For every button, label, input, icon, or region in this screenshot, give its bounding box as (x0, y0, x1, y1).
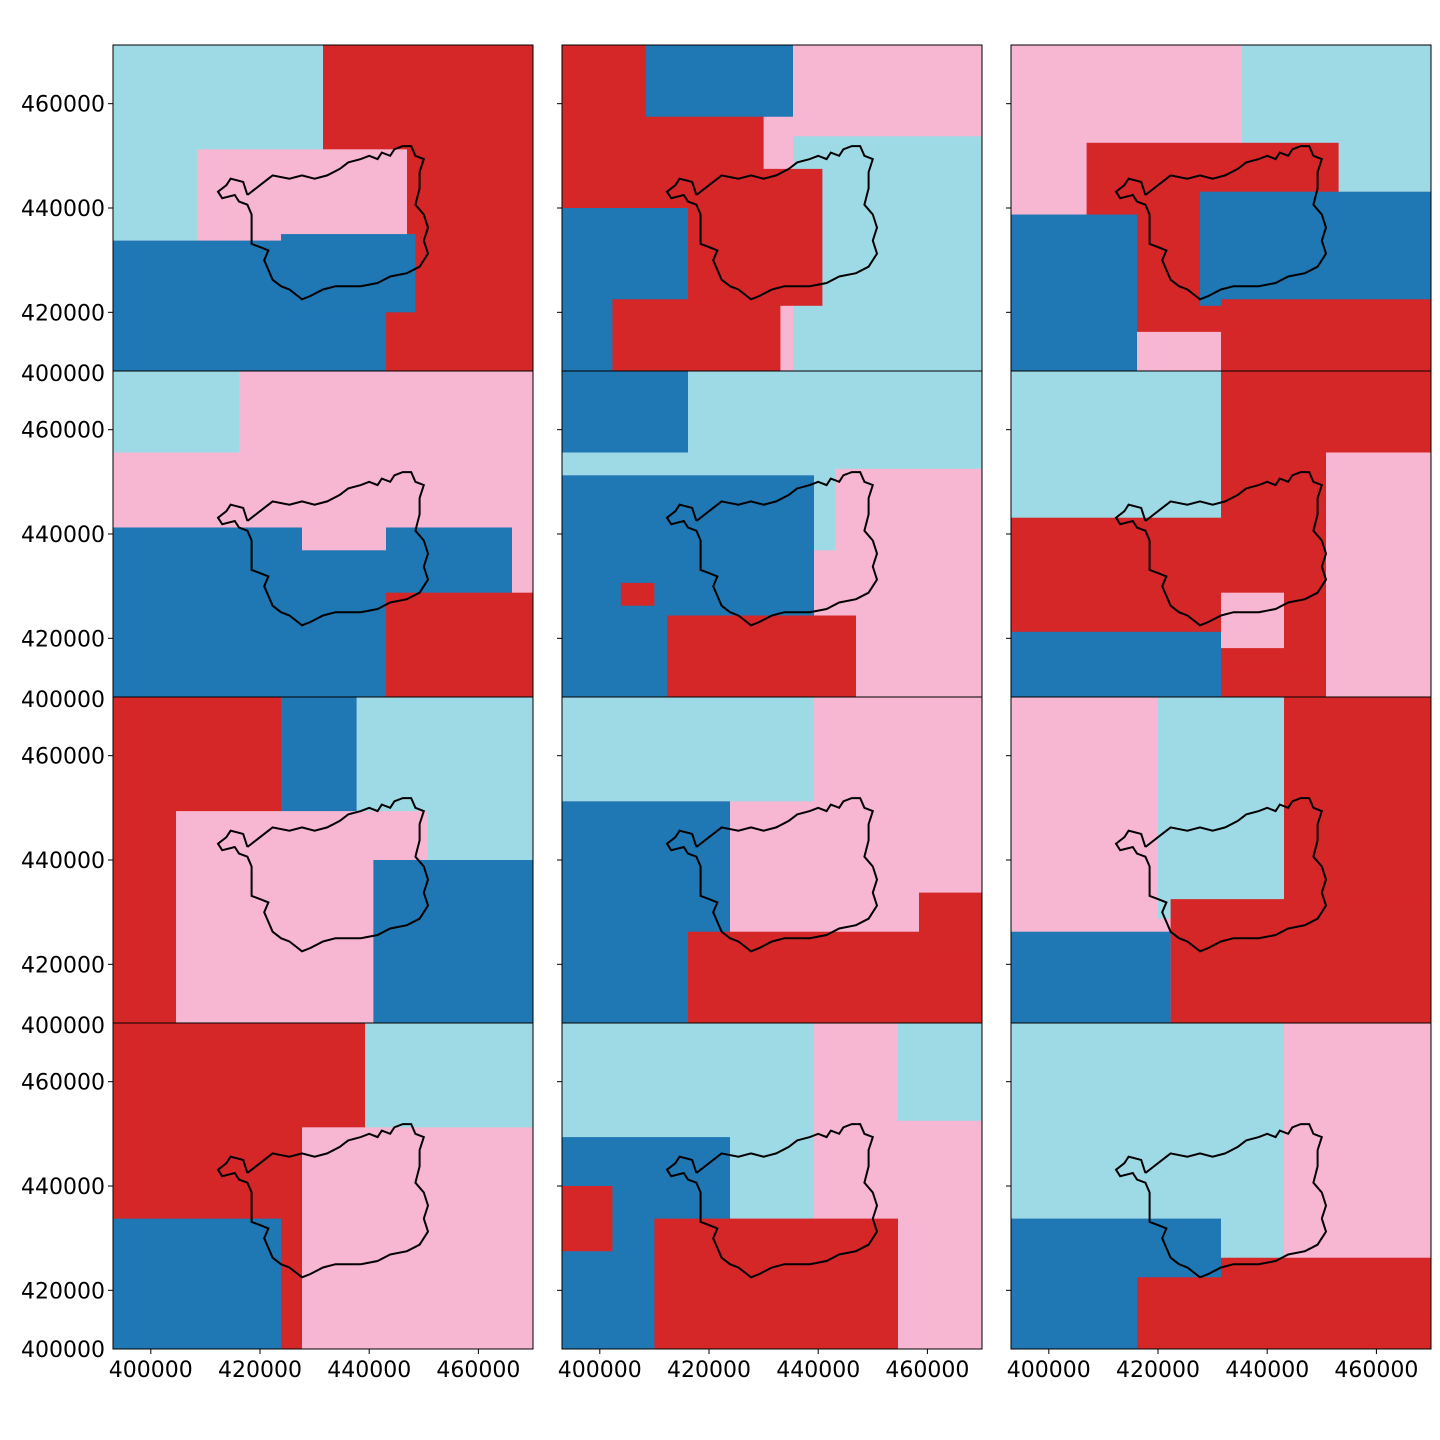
class-regions (562, 697, 982, 1023)
y-tick-label: 440000 (21, 1175, 105, 1200)
class-region-red (919, 892, 982, 958)
class-region-red (667, 168, 823, 306)
class-regions (562, 45, 982, 371)
region-boundary (1114, 1123, 1328, 1279)
region-boundary (665, 1123, 879, 1279)
class-region-light-blue (562, 697, 814, 802)
x-tick-label: 460000 (1334, 1358, 1418, 1383)
class-region-red (667, 615, 856, 697)
map-panel-r2-c3 (1010, 370, 1432, 698)
region-boundary (665, 471, 879, 627)
class-regions (562, 1023, 982, 1349)
y-tick-label: 460000 (21, 1071, 105, 1096)
class-region-pink (1221, 592, 1284, 649)
y-tick-label: 400000 (21, 688, 105, 713)
class-region-pink (302, 494, 386, 551)
map-panel-r3-c1 (112, 696, 534, 1024)
class-regions (1011, 1023, 1431, 1349)
class-region-light-blue (898, 1023, 982, 1121)
map-panel-r2-c2 (561, 370, 983, 698)
class-region-dark-blue (113, 1218, 281, 1349)
class-region-red (1221, 299, 1431, 371)
class-region-red (1170, 899, 1431, 1023)
x-tick-label: 420000 (667, 1358, 751, 1383)
map-panel-r4-c2 (561, 1022, 983, 1350)
y-tick-label: 440000 (21, 197, 105, 222)
y-tick-label: 460000 (21, 93, 105, 118)
class-region-light-blue (113, 371, 239, 453)
region-boundary (665, 145, 879, 301)
region-boundary (216, 145, 430, 301)
class-region-dark-blue (1011, 214, 1137, 371)
y-tick-label: 420000 (21, 627, 105, 652)
y-tick-label: 400000 (21, 1338, 105, 1363)
class-region-pink (1326, 452, 1431, 697)
region-boundary (1114, 797, 1328, 953)
class-region-pink (835, 468, 982, 697)
region-boundary (1114, 145, 1328, 301)
map-panel-r2-c1 (112, 370, 534, 698)
y-tick-label: 460000 (21, 745, 105, 770)
class-regions (1011, 45, 1431, 371)
region-boundary (216, 471, 430, 627)
class-region-red (562, 1186, 613, 1252)
y-tick-label: 460000 (21, 419, 105, 444)
region-boundary (216, 797, 430, 953)
y-tick-label: 440000 (21, 849, 105, 874)
y-tick-label: 420000 (21, 1279, 105, 1304)
class-regions (1011, 371, 1431, 697)
x-tick-label: 440000 (776, 1358, 860, 1383)
y-tick-label: 420000 (21, 953, 105, 978)
map-panel-r1-c1 (112, 44, 534, 372)
class-region-dark-blue (646, 45, 793, 117)
class-region-red (654, 1218, 898, 1349)
class-region-dark-blue (281, 234, 416, 313)
class-region-red (620, 582, 655, 606)
x-tick-label: 460000 (885, 1358, 969, 1383)
class-regions (113, 1023, 533, 1349)
x-tick-label: 420000 (1116, 1358, 1200, 1383)
class-regions (113, 371, 533, 697)
x-tick-label: 440000 (327, 1358, 411, 1383)
map-panel-r1-c3 (1010, 44, 1432, 372)
y-tick-label: 440000 (21, 523, 105, 548)
y-tick-label: 420000 (21, 301, 105, 326)
class-region-dark-blue (1200, 191, 1431, 306)
class-regions (113, 45, 533, 371)
class-region-red (612, 299, 781, 371)
class-regions (113, 697, 533, 1023)
class-region-red (1221, 1257, 1431, 1317)
map-panel-r4-c3 (1010, 1022, 1432, 1350)
class-regions (562, 371, 982, 697)
x-tick-label: 460000 (436, 1358, 520, 1383)
class-region-dark-blue (562, 371, 688, 453)
class-regions (1011, 697, 1431, 1023)
region-boundary (216, 1123, 430, 1279)
class-region-dark-blue (373, 860, 533, 1023)
map-panel-r1-c2 (561, 44, 983, 372)
class-region-red (386, 592, 533, 697)
class-region-light-blue (793, 136, 982, 371)
x-tick-label: 400000 (1007, 1358, 1091, 1383)
class-region-pink (302, 1127, 533, 1349)
x-tick-label: 400000 (109, 1358, 193, 1383)
y-tick-label: 400000 (21, 362, 105, 387)
class-region-dark-blue (1011, 931, 1171, 1023)
map-panel-r4-c1 (112, 1022, 534, 1350)
x-tick-label: 400000 (558, 1358, 642, 1383)
map-panel-r3-c3 (1010, 696, 1432, 1024)
map-panel-r3-c2 (561, 696, 983, 1024)
x-tick-label: 420000 (218, 1358, 302, 1383)
x-tick-label: 440000 (1225, 1358, 1309, 1383)
class-region-dark-blue (281, 697, 357, 828)
y-tick-label: 400000 (21, 1014, 105, 1039)
region-boundary (1114, 471, 1328, 627)
region-boundary (665, 797, 879, 953)
class-region-dark-blue (1011, 631, 1221, 697)
